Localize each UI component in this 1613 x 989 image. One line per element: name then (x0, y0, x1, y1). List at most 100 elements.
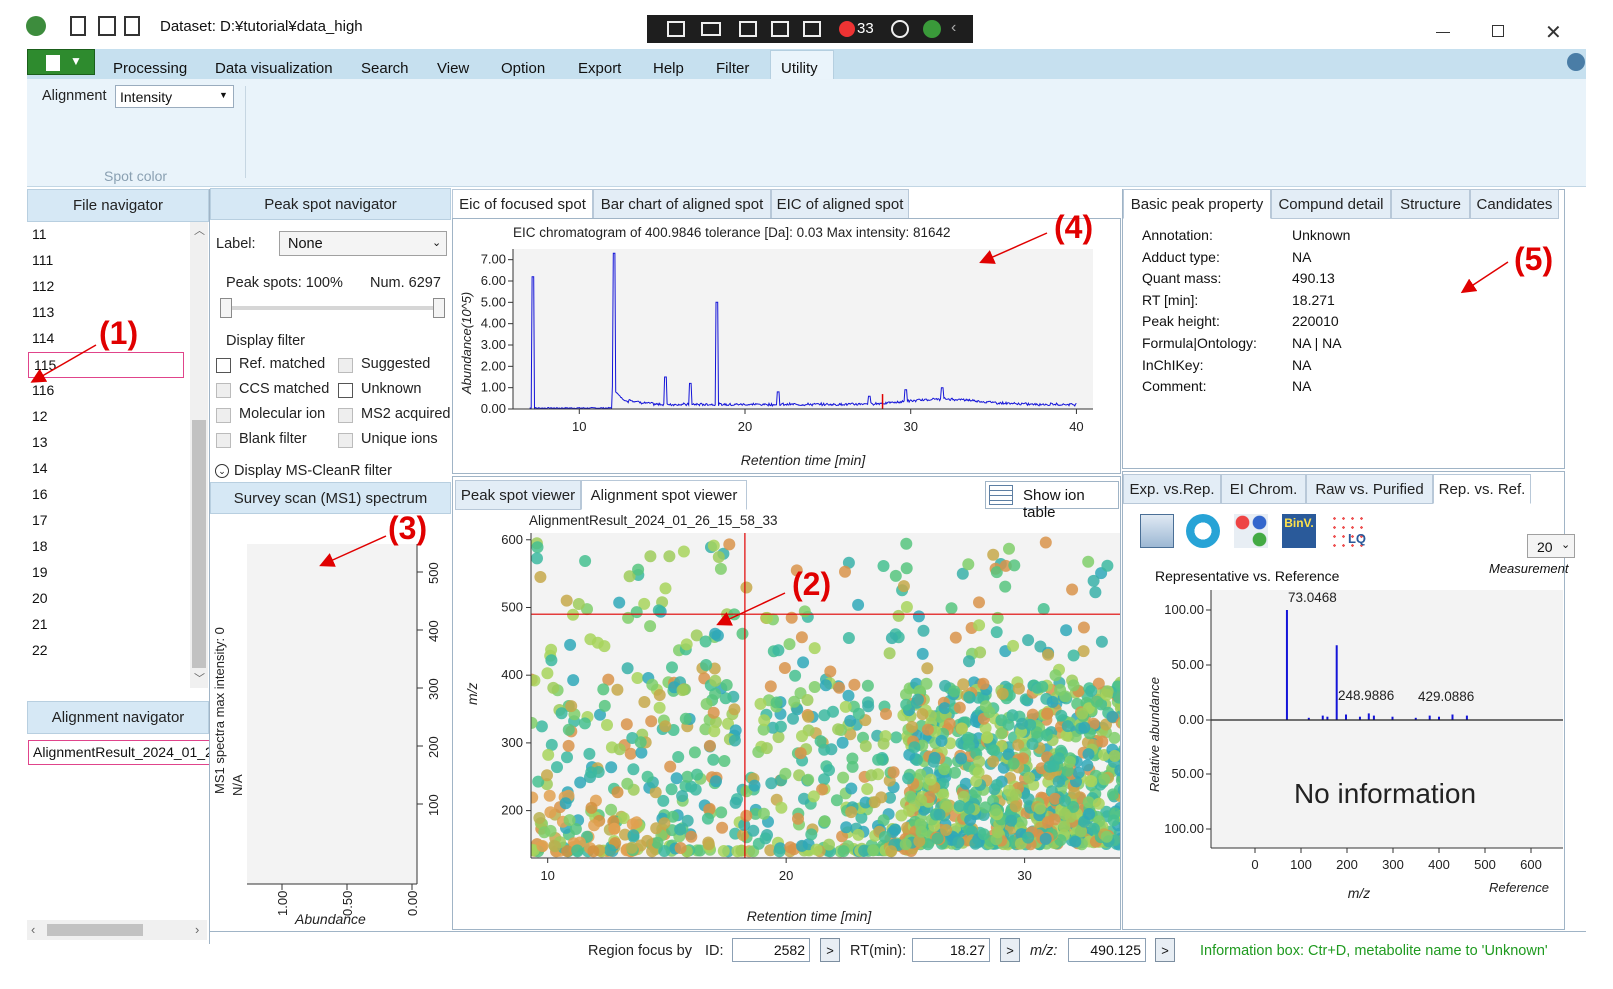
open-file-icon[interactable] (98, 16, 116, 36)
help-logo-icon[interactable] (1567, 53, 1585, 71)
menu-filter[interactable]: Filter (716, 59, 750, 77)
tab-candidates[interactable]: Candidates (1470, 189, 1559, 219)
scrollbar-thumb[interactable] (192, 420, 206, 668)
collapse-icon[interactable]: ‹ (951, 19, 957, 36)
tab-raw-vs-purified[interactable]: Raw vs. Purified (1306, 474, 1433, 504)
peak-range-slider[interactable] (222, 306, 444, 310)
file-list-item[interactable]: 19 (27, 560, 187, 586)
tab-exp-vs-rep[interactable]: Exp. vs.Rep. (1123, 474, 1221, 504)
scroll-right-icon[interactable]: › (195, 922, 200, 937)
menu-processing[interactable]: Processing (113, 59, 188, 77)
region-capture-icon[interactable] (803, 21, 821, 37)
filter-checkbox[interactable] (338, 433, 353, 448)
id-input[interactable]: 2582 (732, 938, 810, 962)
binvestigate-icon[interactable]: BinV. (1282, 514, 1316, 548)
scrollbar-vertical[interactable]: ︿ ﹀ (190, 222, 208, 688)
video-icon[interactable] (701, 22, 721, 36)
menu-search[interactable]: Search (361, 59, 409, 77)
window-capture-icon[interactable] (771, 21, 789, 37)
tab-structure[interactable]: Structure (1391, 189, 1470, 219)
tab-alignment-spot-viewer[interactable]: Alignment spot viewer (581, 480, 747, 510)
scatter-point (995, 727, 1008, 740)
expand-icon[interactable]: ⌄ (215, 464, 229, 478)
pointer-icon[interactable] (739, 21, 757, 37)
menu-export[interactable]: Export (578, 59, 622, 77)
scrollbar-thumb[interactable] (47, 924, 143, 936)
filter-checkbox[interactable] (338, 358, 353, 373)
ms-cleanr-filter-toggle[interactable]: Display MS-CleanR filter (234, 463, 392, 479)
scrollbar-horizontal[interactable]: ‹ › (27, 920, 207, 940)
filter-checkbox[interactable] (216, 358, 231, 373)
tab-ei-chrom[interactable]: EI Chrom. (1221, 474, 1306, 504)
network-icon[interactable] (1234, 514, 1268, 548)
filter-checkbox[interactable] (338, 383, 353, 398)
file-list-item[interactable]: 112 (27, 274, 187, 300)
scatter-point (943, 717, 956, 730)
maximize-icon[interactable] (1492, 25, 1504, 37)
file-list-item[interactable]: 14 (27, 456, 187, 482)
menu-help[interactable]: Help (653, 59, 684, 77)
file-list-item[interactable]: 11 (27, 222, 187, 248)
close-icon[interactable]: ✕ (1545, 22, 1562, 44)
new-file-icon[interactable] (70, 16, 86, 36)
tab-eic-aligned[interactable]: EIC of aligned spot (771, 189, 909, 219)
tab-basic-peak-property[interactable]: Basic peak property (1123, 189, 1271, 219)
slider-handle-right[interactable] (433, 298, 445, 318)
lipid-quant-icon[interactable]: LQ (1330, 514, 1366, 548)
scatter-point (716, 821, 729, 834)
id-go-button[interactable]: > (820, 938, 840, 962)
tab-rep-vs-ref[interactable]: Rep. vs. Ref. (1433, 474, 1531, 504)
filter-checkbox[interactable] (216, 408, 231, 423)
scatter-point (541, 667, 554, 680)
filter-checkbox[interactable] (216, 383, 231, 398)
check-icon[interactable] (923, 20, 941, 38)
file-navigator-header: File navigator (27, 189, 209, 222)
record-icon[interactable] (839, 21, 855, 37)
show-ion-table-button[interactable]: Show ion table (985, 481, 1119, 521)
minimize-icon[interactable] (1436, 32, 1450, 33)
label-select[interactable]: None ⌄ (279, 231, 447, 256)
menu-utility[interactable]: Utility (781, 59, 818, 77)
alignment-select[interactable]: Intensity ▼ (115, 85, 234, 108)
tab-peak-spot-viewer[interactable]: Peak spot viewer (455, 480, 581, 510)
file-list-item[interactable]: 21 (27, 612, 187, 638)
alignment-scatter-chart[interactable]: AlignmentResult_2024_01_26_15_58_33 10 20 3… (453, 511, 1120, 929)
file-list-item[interactable]: 113 (27, 300, 187, 326)
filter-checkbox[interactable] (216, 433, 231, 448)
scroll-down-icon[interactable]: ﹀ (194, 673, 205, 685)
file-list-item[interactable]: 13 (27, 430, 187, 456)
measurement-select[interactable]: 20 ⌄ (1527, 534, 1575, 558)
rt-go-button[interactable]: > (1000, 938, 1020, 962)
menu-option[interactable]: Option (501, 59, 546, 77)
file-list-item[interactable]: 17 (27, 508, 187, 534)
file-menu-button[interactable]: ▼ (27, 49, 95, 75)
slider-handle-left[interactable] (220, 298, 232, 318)
mz-go-button[interactable]: > (1155, 938, 1175, 962)
menu-data-visualization[interactable]: Data visualization (215, 59, 333, 77)
tab-compound-detail[interactable]: Compund detail (1271, 189, 1391, 219)
menu-view[interactable]: View (437, 59, 470, 77)
alignment-item[interactable]: AlignmentResult_2024_01_2 (28, 740, 209, 765)
filter-checkbox[interactable] (338, 408, 353, 423)
screenshot-icon[interactable] (667, 21, 685, 37)
file-list-item[interactable]: 115 (28, 352, 184, 378)
menu-utility-tab[interactable] (770, 50, 834, 80)
tab-bar-chart-aligned[interactable]: Bar chart of aligned spot (593, 189, 771, 219)
accessibility-icon[interactable] (891, 20, 909, 38)
scroll-left-icon[interactable]: ‹ (31, 922, 36, 937)
rt-input[interactable]: 18.27 (912, 938, 990, 962)
file-list-item[interactable]: 116 (27, 378, 187, 404)
file-list-item[interactable]: 12 (27, 404, 187, 430)
file-list-item[interactable]: 22 (27, 638, 187, 664)
tab-eic-focused[interactable]: Eic of focused spot (452, 189, 593, 219)
file-list-item[interactable]: 111 (27, 248, 187, 274)
save-file-icon[interactable] (124, 16, 140, 36)
file-list-item[interactable]: 18 (27, 534, 187, 560)
scroll-up-icon[interactable]: ︿ (194, 225, 205, 237)
file-list-item[interactable]: 20 (27, 586, 187, 612)
molecule-search-icon[interactable] (1186, 514, 1220, 548)
file-list-item[interactable]: 114 (27, 326, 187, 352)
search-spectrum-icon[interactable] (1140, 514, 1174, 548)
file-list-item[interactable]: 16 (27, 482, 187, 508)
mz-input[interactable]: 490.125 (1068, 938, 1146, 962)
